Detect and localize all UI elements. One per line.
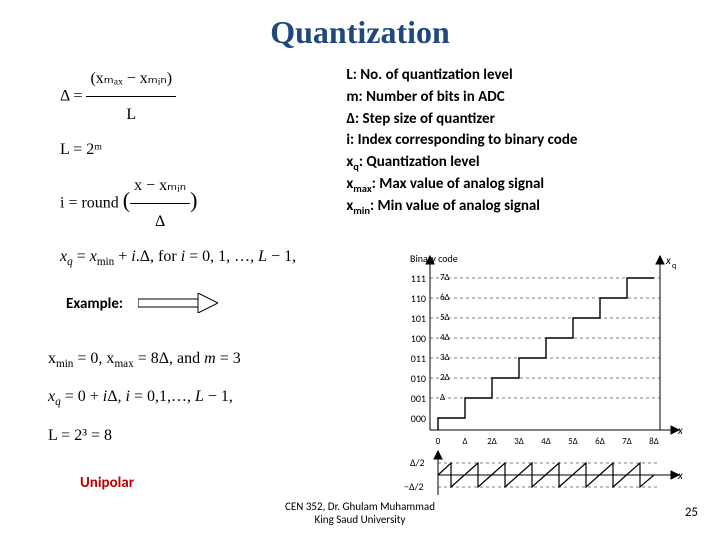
svg-text:Δ: Δ [462,436,467,447]
svg-text:4Δ: 4Δ [541,436,551,447]
quantization-graph: Binary code x q x 111 110 101 100 011 01… [350,250,690,510]
svg-text:000: 000 [411,412,426,425]
footer-line1: CEN 352, Dr. Ghulam Muhammad [0,500,720,513]
unipolar-label: Unipolar [80,474,134,492]
footer-line2: King Saud University [0,513,720,526]
formula-block: Δ = (xₘₐₓ − xₘᵢₙ)L L = 2ᵐ i = round (x −… [60,61,346,275]
svg-text:7Δ: 7Δ [440,272,450,283]
svg-text:111: 111 [411,272,426,285]
svg-text:3Δ: 3Δ [440,352,450,363]
def-L: L: No. of quantization level [346,65,690,87]
arrow-icon [138,293,218,313]
page-title: Quantization [0,0,720,51]
svg-text:001: 001 [411,392,426,405]
svg-text:010: 010 [411,372,426,385]
def-delta: Δ: Step size of quantizer [346,109,690,131]
top-region: Δ = (xₘₐₓ − xₘᵢₙ)L L = 2ᵐ i = round (x −… [0,51,720,275]
svg-text:4Δ: 4Δ [440,332,450,343]
example-label: Example: [66,295,123,313]
svg-text:0: 0 [436,436,441,447]
svg-text:100: 100 [411,332,426,345]
svg-text:8Δ: 8Δ [649,436,659,447]
svg-text:5Δ: 5Δ [568,436,578,447]
def-xmin: xmin: Min value of analog signal [346,196,690,218]
svg-text:Δ: Δ [440,392,445,403]
svg-text:110: 110 [411,292,426,305]
svg-text:101: 101 [411,312,426,325]
svg-text:3Δ: 3Δ [514,436,524,447]
svg-text:5Δ: 5Δ [440,312,450,323]
example-equations: xmin = 0, xmax = 8Δ, and m = 3 xq = 0 + … [48,340,348,455]
svg-text:6Δ: 6Δ [440,292,450,303]
eq-i: i = round (x − xₘᵢₙΔ) [60,168,346,239]
def-m: m: Number of bits in ADC [346,87,690,109]
binary-code-label: Binary code [410,252,458,265]
footer: CEN 352, Dr. Ghulam Muhammad King Saud U… [0,500,720,526]
svg-text:2Δ: 2Δ [487,436,497,447]
ex-line2: xq = 0 + iΔ, i = 0,1,…, L − 1, [48,378,348,416]
def-xmax: xmax: Max value of analog signal [346,174,690,196]
svg-text:011: 011 [411,352,426,365]
def-xq: xq: Quantization level [346,152,690,174]
svg-text:x: x [665,254,671,267]
eq-L: L = 2ᵐ [60,132,346,167]
eq-xq: xq = xmin + i.Δ, for i = 0, 1, …, L − 1, [60,239,346,275]
svg-text:−Δ/2: −Δ/2 [404,480,424,493]
svg-text:q: q [672,261,676,271]
svg-text:7Δ: 7Δ [622,436,632,447]
ex-line1: xmin = 0, xmax = 8Δ, and m = 3 [48,340,348,378]
svg-text:Δ/2: Δ/2 [410,456,425,469]
svg-text:2Δ: 2Δ [440,372,450,383]
ex-line3: L = 2³ = 8 [48,417,348,455]
svg-text:6Δ: 6Δ [595,436,605,447]
svg-text:x: x [677,469,683,482]
eq-delta: Δ = (xₘₐₓ − xₘᵢₙ)L [60,61,346,132]
svg-text:x: x [677,424,683,437]
def-i: i: Index corresponding to binary code [346,130,690,152]
definitions: L: No. of quantization level m: Number o… [346,61,690,275]
page-number: 25 [685,505,698,520]
